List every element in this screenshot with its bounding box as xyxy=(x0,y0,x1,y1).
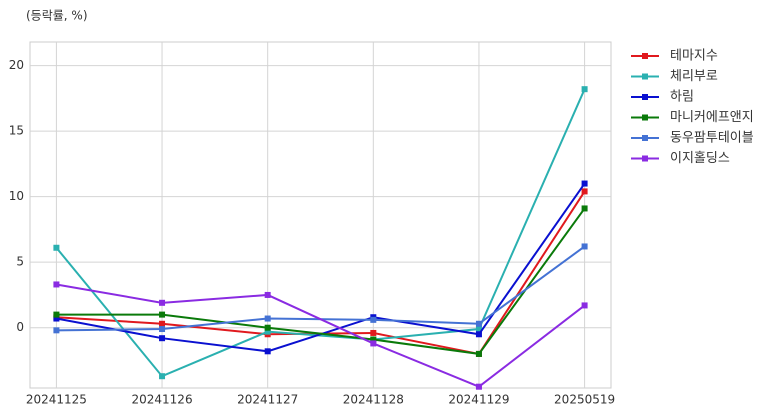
point xyxy=(475,326,482,333)
series-line xyxy=(55,88,586,378)
point xyxy=(53,244,60,251)
point xyxy=(581,188,588,195)
x-tick-label: 20241125 xyxy=(26,393,87,407)
point xyxy=(581,302,588,309)
legend-label: 체리부로 xyxy=(670,69,718,84)
legend-marker xyxy=(642,155,648,162)
point xyxy=(370,336,377,343)
legend-label: 테마지수 xyxy=(670,49,718,64)
legend-label: 하림 xyxy=(670,90,694,105)
x-tick-label: 20241126 xyxy=(132,393,193,407)
chart-subtitle: (등락률, %) xyxy=(26,9,88,23)
y-tick-label: 10 xyxy=(9,189,24,203)
point xyxy=(53,281,60,288)
legend-marker xyxy=(642,114,648,121)
point xyxy=(475,383,482,390)
point xyxy=(475,320,482,327)
point xyxy=(370,329,377,336)
point xyxy=(53,311,60,318)
legend-marker xyxy=(642,73,648,80)
point xyxy=(264,348,271,355)
point xyxy=(475,331,482,338)
x-tick-label: 20250519 xyxy=(554,393,615,407)
point xyxy=(159,299,166,306)
point xyxy=(581,180,588,187)
y-tick-label: 5 xyxy=(16,255,24,269)
point xyxy=(475,350,482,357)
y-tick-label: 0 xyxy=(16,320,24,334)
legend-label: 이지홀딩스 xyxy=(670,151,730,166)
point xyxy=(581,86,588,93)
point xyxy=(159,373,166,380)
x-tick-label: 20241128 xyxy=(343,393,404,407)
point xyxy=(370,340,377,347)
x-tick-label: 20241127 xyxy=(237,393,298,407)
series-line xyxy=(56,207,586,355)
plot-frame xyxy=(29,41,612,389)
legend-label: 마니커에프앤지 xyxy=(670,110,754,125)
point xyxy=(264,315,271,322)
point xyxy=(581,205,588,212)
x-tick-label: 20241129 xyxy=(448,393,509,407)
point xyxy=(53,315,60,322)
point xyxy=(53,327,60,334)
point xyxy=(264,324,271,331)
point xyxy=(264,328,271,335)
point xyxy=(159,311,166,318)
point xyxy=(159,326,166,333)
point xyxy=(370,316,377,323)
series-line xyxy=(56,283,586,388)
y-tick-label: 20 xyxy=(9,58,24,72)
point xyxy=(264,291,271,298)
point xyxy=(581,243,588,250)
point xyxy=(159,320,166,327)
legend-marker xyxy=(642,53,648,59)
y-tick-label: 15 xyxy=(9,124,24,138)
legend-marker xyxy=(642,135,648,141)
legend-marker xyxy=(642,94,648,100)
point xyxy=(159,335,166,342)
legend-label: 동우팜투테이블 xyxy=(670,131,754,146)
